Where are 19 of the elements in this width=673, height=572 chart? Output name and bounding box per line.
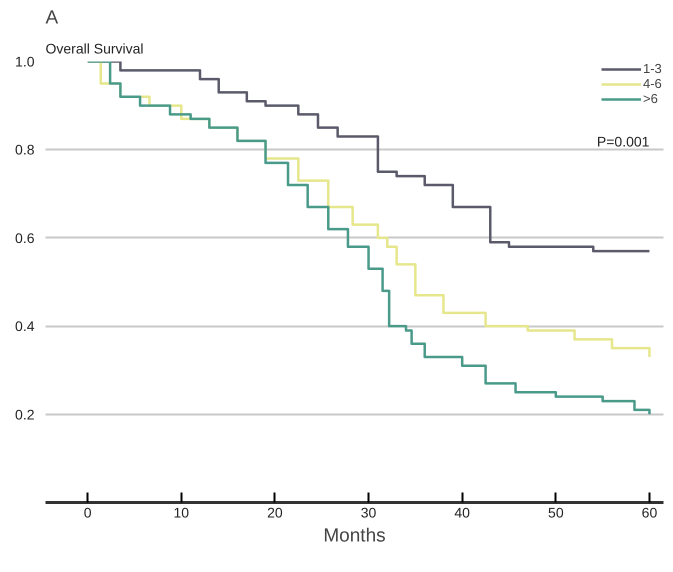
legend-label: >6: [643, 91, 659, 106]
y-tick-label: 0.8: [15, 142, 35, 158]
y-tick-label: 0.6: [15, 230, 35, 246]
x-tick-label: 40: [454, 504, 470, 520]
x-axis-title: Months: [323, 526, 386, 546]
x-tick-label: 10: [173, 504, 190, 520]
x-tick-label: 50: [548, 504, 564, 520]
y-tick-label: 0.4: [15, 318, 35, 334]
legend-label: 4-6: [643, 76, 663, 91]
x-tick-label: 20: [267, 504, 283, 520]
x-tick-label: 60: [642, 504, 658, 520]
legend-label: 1-3: [643, 61, 663, 76]
annotation: P=0.001: [596, 134, 650, 150]
x-tick-label: 0: [84, 504, 92, 520]
y-tick-label: 1.0: [15, 54, 35, 70]
y-axis-title: Overall Survival: [46, 40, 144, 56]
chart-title: A: [46, 8, 58, 28]
y-tick-label: 0.2: [15, 406, 35, 422]
x-tick-label: 30: [360, 504, 377, 520]
